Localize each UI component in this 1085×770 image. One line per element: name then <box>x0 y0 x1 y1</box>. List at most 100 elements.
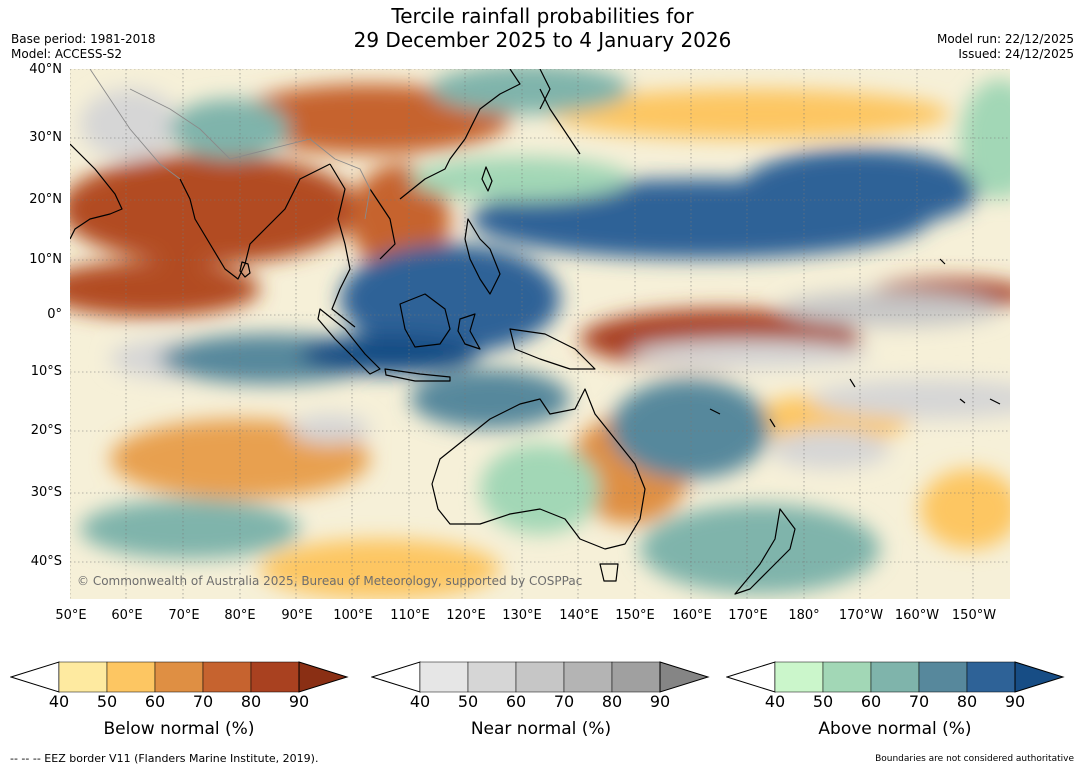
colorbar-below-normal <box>10 661 349 693</box>
colorbar-above-normal <box>726 661 1065 693</box>
colorbar-near-bin-80-90 <box>611 661 661 693</box>
colorbar-above-bin-70-80 <box>918 661 968 693</box>
colorbar-above-bin-60-70 <box>870 661 920 693</box>
coastline-borneo <box>399 293 451 348</box>
lat-label-10n: 10°N <box>29 252 62 267</box>
lon-label-140e: 140°E <box>559 608 599 623</box>
coastline-pacific-islands <box>709 258 1001 428</box>
lon-label-110e: 110°E <box>390 608 430 623</box>
lat-label-20s: 20°S <box>30 423 62 438</box>
boundaries-disclaimer: Boundaries are not considered authoritat… <box>875 754 1074 764</box>
colorbar-above-tick-60: 60 <box>860 692 882 711</box>
lon-label-150w: 150°W <box>951 608 997 623</box>
map-title: Tercile rainfall probabilities for 29 De… <box>0 4 1085 52</box>
coastline-taiwan <box>481 166 493 192</box>
colorbar-below-tick-60: 60 <box>144 692 166 711</box>
lon-label-160w: 160°W <box>894 608 940 623</box>
model-label: Model: ACCESS-S2 <box>11 47 123 61</box>
colorbar-near-bin-70-80 <box>563 661 613 693</box>
coastline-philippines <box>464 218 501 295</box>
lat-label-30n: 30°N <box>29 130 62 145</box>
colorbar-near-bin-60-70 <box>515 661 565 693</box>
lon-label-130e: 130°E <box>502 608 542 623</box>
coastline-sri-lanka <box>239 261 251 278</box>
colorbar-below-tick-80: 80 <box>240 692 262 711</box>
colorbar-below-bin-70-80 <box>202 661 252 693</box>
colorbar-below-bin-40-50 <box>58 661 108 693</box>
colorbar-near-tick-50: 50 <box>457 692 479 711</box>
colorbar-above-high-extend <box>1014 661 1065 693</box>
lat-label-30s: 30°S <box>30 485 62 500</box>
colorbar-near-tick-70: 70 <box>553 692 575 711</box>
colorbar-above-tick-70: 70 <box>908 692 930 711</box>
meta-left: Base period: 1981-2018 Model: ACCESS-S2 <box>11 32 156 62</box>
colorbar-above-bin-50-60 <box>822 661 872 693</box>
lon-label-150e: 150°E <box>615 608 655 623</box>
copyright-text: © Commonwealth of Australia 2025, Bureau… <box>77 574 582 588</box>
colorbar-near-low-extend <box>371 661 421 693</box>
model-run-label: Model run: 22/12/2025 <box>936 32 1074 46</box>
title-line-1: Tercile rainfall probabilities for <box>391 4 694 28</box>
base-period-label: Base period: 1981-2018 <box>11 32 156 46</box>
coastline-japan <box>539 88 581 155</box>
colorbar-below-low-extend <box>10 661 60 693</box>
lon-label-50e: 50°E <box>55 608 87 623</box>
coastline-australia <box>431 388 646 550</box>
lon-label-70e: 70°E <box>168 608 200 623</box>
colorbar-above-bin-80-90 <box>966 661 1016 693</box>
colorbar-below-bin-60-70 <box>154 661 204 693</box>
colorbar-below-tick-50: 50 <box>96 692 118 711</box>
colorbar-near-bin-50-60 <box>467 661 517 693</box>
colorbar-below-tick-70: 70 <box>192 692 214 711</box>
lon-label-100e: 100°E <box>333 608 373 623</box>
colorbar-near-title: Near normal (%) <box>470 719 612 739</box>
colorbar-above-tick-90: 90 <box>1004 692 1026 711</box>
colorbar-near-tick-40: 40 <box>409 692 431 711</box>
colorbar-below-high-extend <box>298 661 349 693</box>
title-line-2: 29 December 2025 to 4 January 2026 <box>353 28 732 52</box>
colorbar-above-tick-80: 80 <box>956 692 978 711</box>
colorbar-near-high-extend <box>659 661 710 693</box>
issued-label: Issued: 24/12/2025 <box>958 47 1074 61</box>
lat-label-10s: 10°S <box>30 364 62 379</box>
coastlines <box>70 69 1001 595</box>
colorbar-above-bin-40-50 <box>774 661 824 693</box>
colorbar-above-low-extend <box>726 661 776 693</box>
lon-label-90e: 90°E <box>281 608 313 623</box>
coastline-se-asia <box>329 138 466 328</box>
coastline-new-zealand <box>734 508 796 595</box>
colorbar-near-normal <box>371 661 710 693</box>
colorbar-above-title: Above normal (%) <box>818 719 972 739</box>
lon-label-170w: 170°W <box>838 608 884 623</box>
lat-label-40s: 40°S <box>30 554 62 569</box>
colorbar-near-tick-60: 60 <box>505 692 527 711</box>
coastline-new-guinea <box>509 328 596 370</box>
lon-label-180: 180° <box>788 608 820 623</box>
lon-label-120e: 120°E <box>446 608 486 623</box>
lon-label-160e: 160°E <box>672 608 712 623</box>
colorbar-near-bin-40-50 <box>419 661 469 693</box>
graticule <box>70 69 1010 599</box>
meta-right: Model run: 22/12/2025 Issued: 24/12/2025 <box>937 32 1074 62</box>
lat-label-equator: 0° <box>47 307 62 322</box>
colorbar-below-bin-50-60 <box>106 661 156 693</box>
eez-border-note: -- -- -- EEZ border V11 (Flanders Marine… <box>10 752 319 765</box>
lon-label-170e: 170°E <box>728 608 768 623</box>
colorbar-below-tick-90: 90 <box>288 692 310 711</box>
coastline-arabia <box>70 143 123 240</box>
coastline-sulawesi <box>457 313 481 350</box>
coastline-tasmania <box>599 563 619 582</box>
lat-label-40n: 40°N <box>29 62 62 77</box>
colorbar-below-bin-80-90 <box>250 661 300 693</box>
coastline-sumatra <box>317 308 381 375</box>
colorbar-below-tick-40: 40 <box>48 692 70 711</box>
coastline-india <box>179 163 331 280</box>
lon-label-60e: 60°E <box>111 608 143 623</box>
coastline-china-korea <box>464 69 551 140</box>
colorbar-above-tick-50: 50 <box>812 692 834 711</box>
rainfall-probability-map: © Commonwealth of Australia 2025, Bureau… <box>70 69 1010 599</box>
country-borders <box>89 69 371 220</box>
lat-label-20n: 20°N <box>29 192 62 207</box>
colorbar-below-title: Below normal (%) <box>103 719 255 739</box>
coastline-java <box>384 368 451 382</box>
